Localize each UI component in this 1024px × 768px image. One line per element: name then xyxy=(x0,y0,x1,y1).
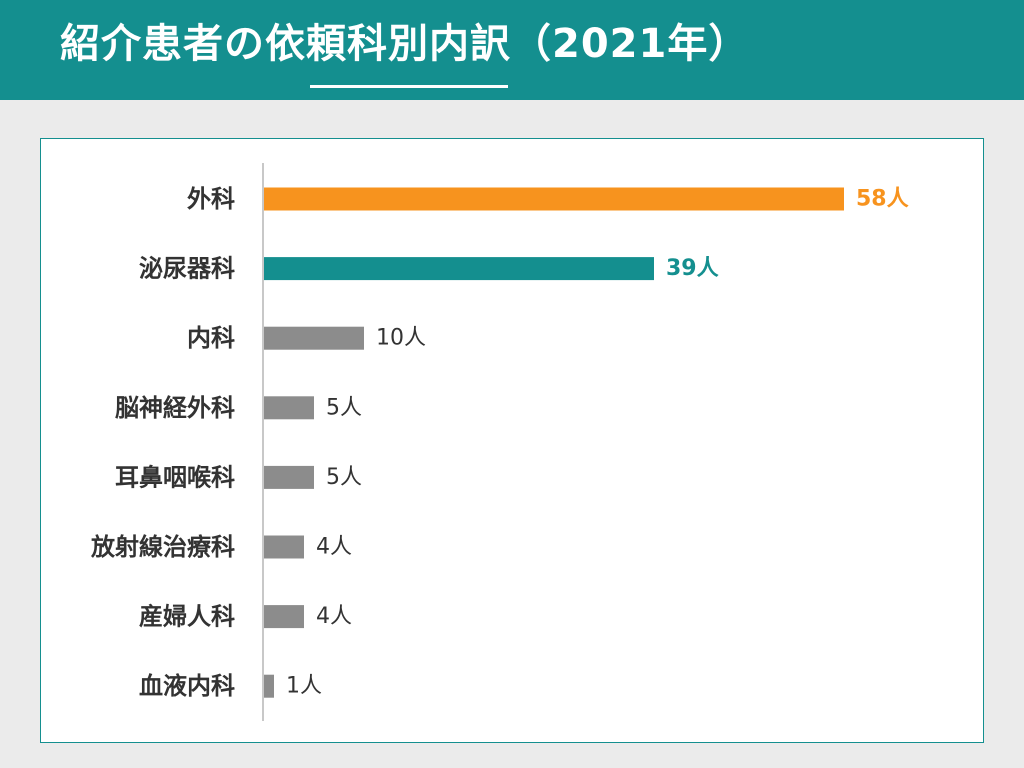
bar xyxy=(264,396,314,420)
category-label: 血液内科 xyxy=(139,672,235,700)
category-label: 放射線治療科 xyxy=(90,533,235,561)
title-underline xyxy=(310,85,508,88)
data-label: 5人 xyxy=(326,395,362,420)
category-label: 耳鼻咽喉科 xyxy=(115,463,235,491)
chart-panel: 外科 58人 泌尿器科 39人 内科 10人 脳神経外科 5人 耳鼻咽喉科 5人 放射線治療科 4人産… xyxy=(40,138,984,743)
category-label: 外科 xyxy=(187,185,235,213)
bar xyxy=(264,326,364,350)
category-label: 内科 xyxy=(187,324,235,352)
bar xyxy=(264,187,844,211)
bar xyxy=(264,257,654,281)
data-label: 58人 xyxy=(856,187,909,212)
data-label: 5人 xyxy=(326,465,362,490)
data-label: 10人 xyxy=(376,326,426,351)
header-bar: 紹介患者の依頼科別内訳（2021年） xyxy=(0,0,1024,100)
data-label: 39人 xyxy=(666,256,719,281)
page-title: 紹介患者の依頼科別内訳（2021年） xyxy=(60,21,750,67)
bar xyxy=(264,535,304,559)
bar xyxy=(264,605,304,629)
category-label: 泌尿器科 xyxy=(139,255,235,283)
category-label: 脳神経外科 xyxy=(115,394,235,422)
data-label: 4人 xyxy=(316,535,352,560)
bar xyxy=(264,465,314,489)
data-label: 4人 xyxy=(316,604,352,629)
data-label: 1人 xyxy=(286,674,322,699)
category-label: 産婦人科 xyxy=(139,603,235,631)
bar xyxy=(264,674,274,698)
